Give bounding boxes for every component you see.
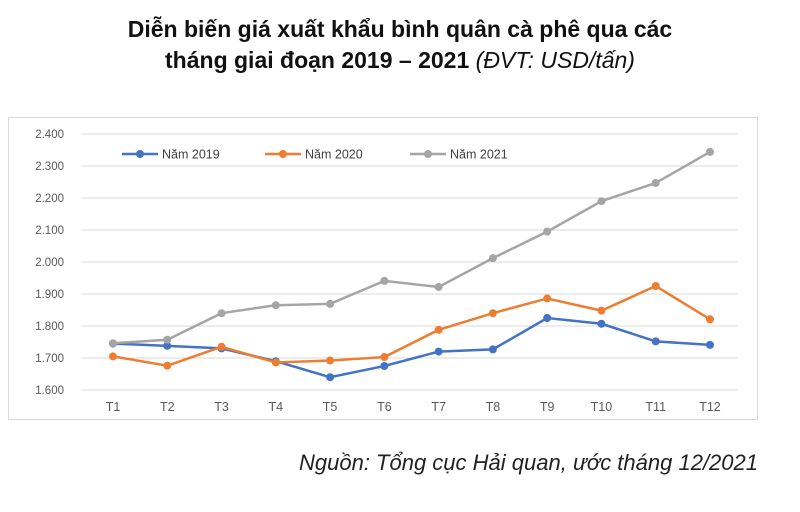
data-point <box>597 319 606 328</box>
data-point <box>543 227 552 236</box>
data-point <box>434 282 443 291</box>
y-tick-label: 2.400 <box>35 129 64 141</box>
data-point <box>434 325 443 334</box>
data-point <box>326 373 335 382</box>
data-point <box>488 345 497 354</box>
x-tick-label: T12 <box>699 400 721 414</box>
data-point <box>543 314 552 322</box>
title-line-2: tháng giai đoạn 2019 – 2021 (ĐVT: USD/tấ… <box>0 45 800 76</box>
data-point <box>651 282 660 290</box>
data-point <box>543 294 552 303</box>
y-tick-label: 2.000 <box>35 257 64 269</box>
legend-label: Năm 2021 <box>450 148 508 162</box>
data-point <box>706 340 714 349</box>
data-point <box>326 299 335 308</box>
title-line-2-text: tháng giai đoạn 2019 – 2021 <box>165 47 470 73</box>
x-tick-label: T6 <box>377 400 392 414</box>
title-unit: (ĐVT: USD/tấn) <box>475 47 635 73</box>
title-line-1: Diễn biến giá xuất khẩu bình quân cà phê… <box>127 16 673 42</box>
x-tick-label: T8 <box>486 400 501 414</box>
data-point <box>651 337 660 346</box>
data-point <box>488 309 497 318</box>
legend-marker <box>279 150 287 158</box>
data-point <box>706 147 714 156</box>
y-tick-label: 1.700 <box>35 353 64 365</box>
series-line <box>112 150 711 345</box>
data-point <box>380 276 389 285</box>
source-note: Nguồn: Tổng cục Hải quan, ước tháng 12/2… <box>299 450 758 475</box>
data-point <box>326 356 335 365</box>
data-point <box>163 361 172 370</box>
series-line <box>112 284 711 367</box>
x-tick-label: T9 <box>540 400 555 414</box>
data-point <box>434 347 443 356</box>
data-point <box>163 341 172 350</box>
data-point <box>597 197 606 206</box>
y-tick-label: 2.100 <box>35 225 64 237</box>
data-point <box>597 306 606 315</box>
data-point <box>217 342 226 351</box>
x-tick-label: T1 <box>106 400 121 414</box>
chart-area <box>8 117 758 420</box>
x-tick-label: T5 <box>323 400 338 414</box>
x-tick-label: T3 <box>214 400 229 414</box>
y-tick-label: 1.600 <box>35 385 64 397</box>
legend-marker <box>424 150 432 158</box>
x-tick-label: T4 <box>269 400 284 414</box>
legend-label: Năm 2020 <box>305 148 363 162</box>
data-point <box>380 353 389 362</box>
data-point <box>380 362 389 370</box>
data-point <box>488 254 497 263</box>
y-tick-label: 1.900 <box>35 289 64 301</box>
data-point <box>271 358 280 367</box>
data-point <box>109 339 117 348</box>
x-tick-label: T7 <box>431 400 446 414</box>
y-tick-label: 2.300 <box>35 161 64 173</box>
series-line <box>112 316 711 379</box>
data-point <box>217 309 226 318</box>
data-point <box>651 178 660 187</box>
x-tick-label: T10 <box>591 400 613 414</box>
y-tick-label: 1.800 <box>35 321 64 333</box>
data-point <box>271 301 280 310</box>
data-point <box>163 335 172 344</box>
legend-label: Năm 2019 <box>162 148 220 162</box>
x-tick-label: T2 <box>160 400 175 414</box>
chart-title: Diễn biến giá xuất khẩu bình quân cà phê… <box>0 14 800 76</box>
data-point <box>109 352 117 361</box>
y-tick-label: 2.200 <box>35 193 64 205</box>
legend-marker <box>136 150 144 158</box>
x-tick-label: T11 <box>645 400 666 414</box>
data-point <box>706 315 714 324</box>
